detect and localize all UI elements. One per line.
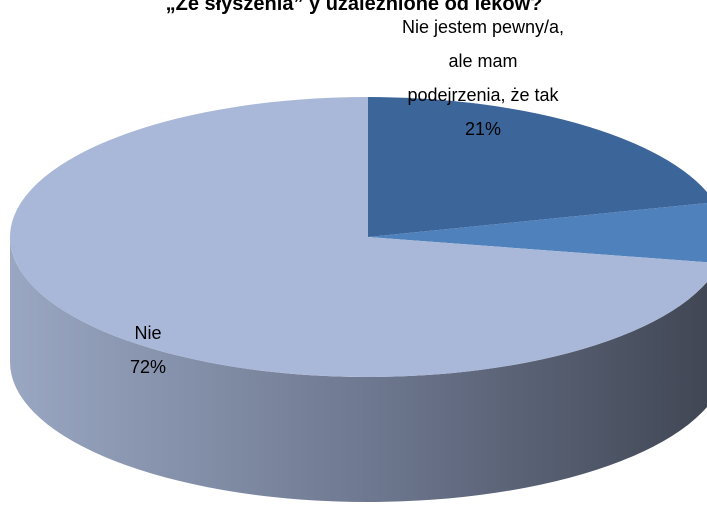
data-label: Nie jestem pewny/a, ale mam podejrzenia,… [398, 10, 568, 146]
value-label: 21% [464, 119, 502, 139]
pie-side [10, 237, 707, 502]
pie-slice [368, 97, 707, 237]
value-label: 72% [129, 357, 167, 377]
category-label: Nie jestem pewny/a, ale mam podejrzenia,… [401, 17, 565, 105]
pie-slice [10, 97, 707, 377]
data-label: Nie 72% [88, 316, 208, 384]
chart-title: „Ze słyszenia” y uzależnione od leków? [166, 0, 543, 15]
pie-slice [368, 202, 707, 263]
category-label: Nie [134, 323, 162, 343]
